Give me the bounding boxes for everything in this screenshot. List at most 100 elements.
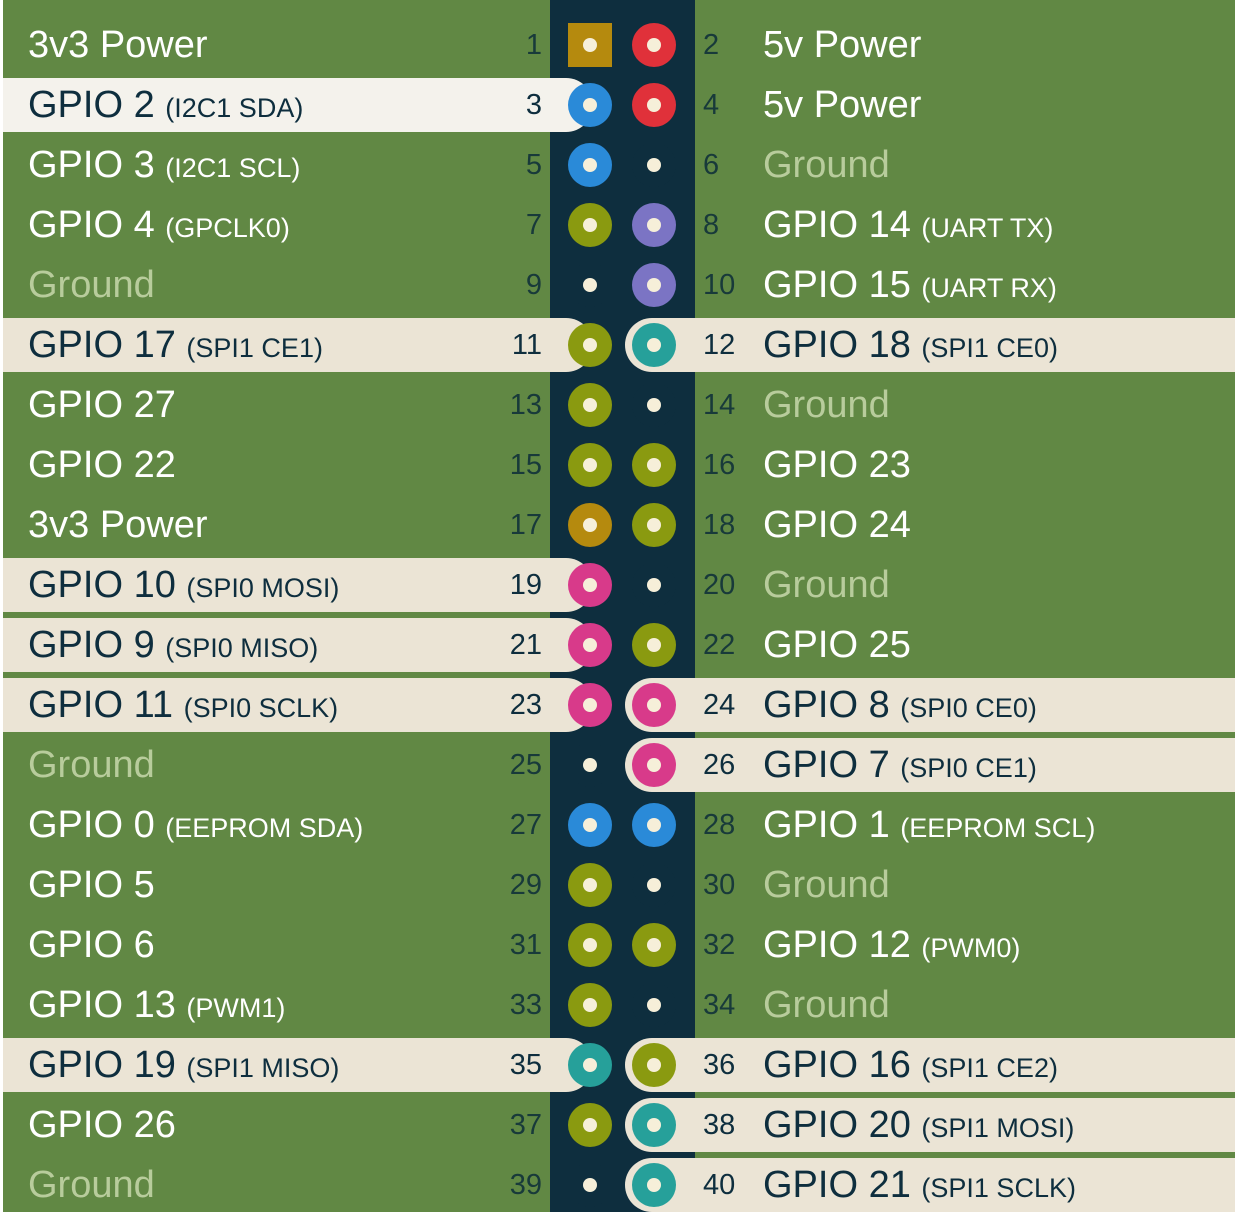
- pin-28-icon[interactable]: [632, 803, 676, 847]
- pin-label-24[interactable]: GPIO 8 (SPI0 CE0): [763, 675, 1037, 735]
- pin-15-icon[interactable]: [568, 443, 612, 487]
- pin-label-19[interactable]: GPIO 10 (SPI0 MOSI): [28, 555, 339, 615]
- pin-label-30[interactable]: Ground: [763, 855, 890, 915]
- pin-label-23[interactable]: GPIO 11 (SPI0 SCLK): [28, 675, 338, 735]
- pin-name: GPIO 19: [28, 1044, 176, 1086]
- pin-hole-icon: [583, 818, 597, 832]
- pin-3-icon[interactable]: [568, 83, 612, 127]
- pin-18-icon[interactable]: [632, 503, 676, 547]
- pin-31-icon[interactable]: [568, 923, 612, 967]
- pin-8-icon[interactable]: [632, 203, 676, 247]
- pin-30-icon[interactable]: [632, 863, 676, 907]
- pin-33-icon[interactable]: [568, 983, 612, 1027]
- pin-39-icon[interactable]: [568, 1163, 612, 1207]
- pin-label-20[interactable]: Ground: [763, 555, 890, 615]
- pin-number-28: 28: [703, 809, 736, 841]
- pin-label-10[interactable]: GPIO 15 (UART RX): [763, 255, 1057, 315]
- pin-name: GPIO 13: [28, 984, 176, 1026]
- pin-label-22[interactable]: GPIO 25: [763, 615, 911, 675]
- pin-24-icon[interactable]: [632, 683, 676, 727]
- pin-label-25[interactable]: Ground: [28, 735, 155, 795]
- pin-label-3[interactable]: GPIO 2 (I2C1 SDA): [28, 75, 303, 135]
- pin-label-17[interactable]: 3v3 Power: [28, 495, 208, 555]
- pin-27-icon[interactable]: [568, 803, 612, 847]
- pin-name: Ground: [763, 864, 890, 906]
- pin-label-13[interactable]: GPIO 27: [28, 375, 176, 435]
- pin-alt-function: (SPI0 MISO): [165, 633, 319, 663]
- pin-29-icon[interactable]: [568, 863, 612, 907]
- pin-number-40: 40: [703, 1169, 736, 1201]
- pin-label-16[interactable]: GPIO 23: [763, 435, 911, 495]
- pin-14-icon[interactable]: [632, 383, 676, 427]
- pin-label-39[interactable]: Ground: [28, 1155, 155, 1215]
- pin-6-icon[interactable]: [632, 143, 676, 187]
- pin-label-8[interactable]: GPIO 14 (UART TX): [763, 195, 1053, 255]
- pin-label-35[interactable]: GPIO 19 (SPI1 MISO): [28, 1035, 339, 1095]
- pin-label-31[interactable]: GPIO 6: [28, 915, 155, 975]
- pin-label-14[interactable]: Ground: [763, 375, 890, 435]
- pin-26-icon[interactable]: [632, 743, 676, 787]
- pin-highlight-3: [3, 78, 593, 132]
- pin-32-icon[interactable]: [632, 923, 676, 967]
- pin-label-15[interactable]: GPIO 22: [28, 435, 176, 495]
- pin-hole-icon: [583, 1058, 597, 1072]
- pin-label-33[interactable]: GPIO 13 (PWM1): [28, 975, 285, 1035]
- pin-25-icon[interactable]: [568, 743, 612, 787]
- pin-23-icon[interactable]: [568, 683, 612, 727]
- pin-17-icon[interactable]: [568, 503, 612, 547]
- pin-13-icon[interactable]: [568, 383, 612, 427]
- pin-label-34[interactable]: Ground: [763, 975, 890, 1035]
- pin-4-icon[interactable]: [632, 83, 676, 127]
- pin-number-3: 3: [525, 89, 542, 121]
- pin-label-27[interactable]: GPIO 0 (EEPROM SDA): [28, 795, 363, 855]
- pin-label-11[interactable]: GPIO 17 (SPI1 CE1): [28, 315, 323, 375]
- pin-21-icon[interactable]: [568, 623, 612, 667]
- pin-label-32[interactable]: GPIO 12 (PWM0): [763, 915, 1020, 975]
- pin-7-icon[interactable]: [568, 203, 612, 247]
- pin-37-icon[interactable]: [568, 1103, 612, 1147]
- pin-label-40[interactable]: GPIO 21 (SPI1 SCLK): [763, 1155, 1076, 1215]
- pin-11-icon[interactable]: [568, 323, 612, 367]
- pin-10-icon[interactable]: [632, 263, 676, 307]
- pin-label-2[interactable]: 5v Power: [763, 15, 921, 75]
- pin-label-5[interactable]: GPIO 3 (I2C1 SCL): [28, 135, 300, 195]
- pin-36-icon[interactable]: [632, 1043, 676, 1087]
- pin-2-icon[interactable]: [632, 23, 676, 67]
- pin-label-7[interactable]: GPIO 4 (GPCLK0): [28, 195, 290, 255]
- pin-label-18[interactable]: GPIO 24: [763, 495, 911, 555]
- pin-12-icon[interactable]: [632, 323, 676, 367]
- pin-label-36[interactable]: GPIO 16 (SPI1 CE2): [763, 1035, 1058, 1095]
- pin-number-8: 8: [703, 209, 720, 241]
- pin-highlight-38: [625, 1098, 1235, 1152]
- pin-highlight-35: [3, 1038, 593, 1092]
- pin-22-icon[interactable]: [632, 623, 676, 667]
- pin-40-icon[interactable]: [632, 1163, 676, 1207]
- pin-hole-icon: [583, 938, 597, 952]
- pin-label-28[interactable]: GPIO 1 (EEPROM SCL): [763, 795, 1095, 855]
- pin-hole-icon: [647, 458, 661, 472]
- pin-name: GPIO 7: [763, 744, 890, 786]
- pin-20-icon[interactable]: [632, 563, 676, 607]
- pin-34-icon[interactable]: [632, 983, 676, 1027]
- pin-label-38[interactable]: GPIO 20 (SPI1 MOSI): [763, 1095, 1074, 1155]
- pin-9-icon[interactable]: [568, 263, 612, 307]
- pin-16-icon[interactable]: [632, 443, 676, 487]
- pin-label-6[interactable]: Ground: [763, 135, 890, 195]
- pin-label-21[interactable]: GPIO 9 (SPI0 MISO): [28, 615, 318, 675]
- pin-5-icon[interactable]: [568, 143, 612, 187]
- pin-35-icon[interactable]: [568, 1043, 612, 1087]
- pin-19-icon[interactable]: [568, 563, 612, 607]
- pin-label-1[interactable]: 3v3 Power: [28, 15, 208, 75]
- pin-number-19: 19: [509, 569, 542, 601]
- pin-hole-icon: [647, 578, 661, 592]
- pin-38-icon[interactable]: [632, 1103, 676, 1147]
- pin-label-4[interactable]: 5v Power: [763, 75, 921, 135]
- pin-label-37[interactable]: GPIO 26: [28, 1095, 176, 1155]
- pin-label-9[interactable]: Ground: [28, 255, 155, 315]
- pin-label-12[interactable]: GPIO 18 (SPI1 CE0): [763, 315, 1058, 375]
- pin-1-icon[interactable]: [568, 23, 612, 67]
- pin-label-29[interactable]: GPIO 5: [28, 855, 155, 915]
- pin-name: GPIO 11: [28, 684, 174, 726]
- pin-label-26[interactable]: GPIO 7 (SPI0 CE1): [763, 735, 1037, 795]
- pin-alt-function: (EEPROM SDA): [165, 813, 364, 843]
